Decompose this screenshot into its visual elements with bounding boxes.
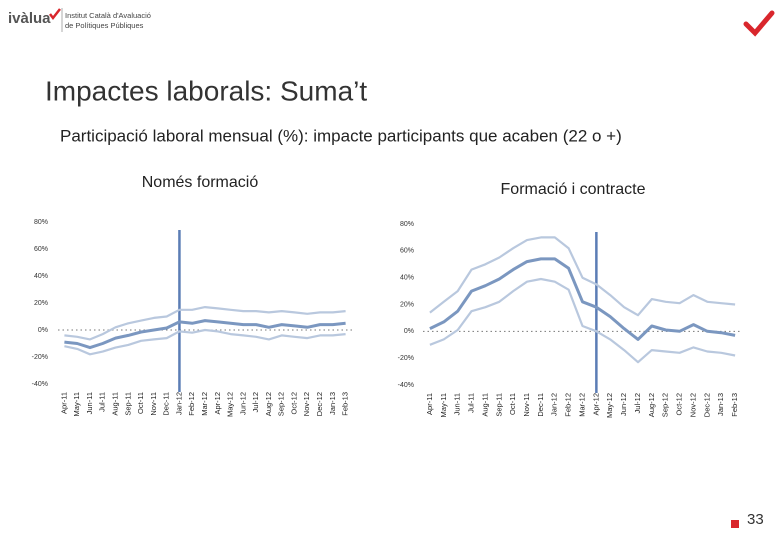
estimate-line: [429, 257, 736, 341]
x-tick-label: Apr-12: [213, 392, 222, 415]
y-tick-label: 60%: [34, 246, 48, 253]
slide-subtitle: Participació laboral mensual (%): impact…: [60, 126, 622, 145]
confidence-line: [429, 277, 736, 364]
chart-title: Només formació: [142, 174, 259, 191]
x-tick-label: Dec-11: [162, 392, 171, 416]
x-tick-label: Mar-12: [200, 392, 209, 416]
logo-check: [49, 8, 61, 21]
chart-title: Formació i contracte: [501, 181, 646, 198]
x-tick-label: Jul-11: [98, 392, 107, 412]
y-tick-label: -40%: [32, 381, 48, 388]
x-tick-label: Aug-11: [111, 392, 120, 416]
x-tick-label: Aug-11: [480, 393, 489, 417]
x-tick-label: Jun-11: [85, 392, 94, 414]
x-tick-label: Oct-11: [508, 393, 517, 415]
x-tick-label: Apr-12: [591, 393, 600, 416]
x-tick-label: Aug-12: [264, 392, 273, 416]
x-tick-label: Sep-11: [494, 393, 503, 417]
x-tick-label: Mar-12: [577, 393, 586, 417]
x-tick-label: Apr-11: [59, 392, 68, 414]
page-icon: [731, 520, 739, 528]
x-tick-label: Sep-11: [123, 392, 132, 416]
confidence-line: [64, 306, 346, 341]
y-tick-label: 0%: [404, 328, 414, 335]
x-tick-label: Aug-12: [647, 393, 656, 417]
y-tick-label: 20%: [400, 301, 414, 308]
y-tick-label: -40%: [398, 382, 414, 389]
x-tick-label: Jan-13: [716, 393, 725, 416]
corner-check: [743, 10, 775, 37]
x-tick-label: Feb-12: [564, 393, 573, 417]
x-tick-label: Nov-12: [688, 393, 697, 417]
slide-title: Impactes laborals: Suma’t: [45, 75, 367, 106]
y-tick-label: 20%: [34, 300, 48, 307]
x-tick-label: Dec-11: [536, 393, 545, 417]
x-tick-label: Jun-12: [238, 392, 247, 415]
x-tick-label: Jan-12: [550, 393, 559, 416]
x-tick-label: Jun-11: [453, 393, 462, 415]
y-tick-label: 60%: [400, 248, 414, 255]
estimate-line: [64, 319, 346, 350]
x-tick-label: Sep-12: [661, 393, 670, 417]
confidence-line: [429, 236, 736, 317]
y-tick-label: 40%: [400, 275, 414, 282]
x-tick-label: Jan-13: [328, 392, 337, 415]
x-tick-label: Jun-12: [619, 393, 628, 416]
x-tick-label: Oct-11: [136, 392, 145, 414]
institute-name: de Polítiques Públiques: [65, 21, 144, 30]
confidence-line: [64, 328, 346, 356]
y-tick-label: 40%: [34, 273, 48, 280]
y-tick-label: 80%: [400, 221, 414, 228]
x-tick-label: May-11: [72, 392, 81, 416]
x-tick-label: May-11: [439, 393, 448, 417]
institute-name: Institut Català d'Avaluació: [65, 11, 151, 20]
x-tick-label: Dec-12: [702, 393, 711, 417]
x-tick-label: Oct-12: [289, 392, 298, 415]
x-tick-label: Jul-11: [467, 393, 476, 413]
x-tick-label: Jan-12: [174, 392, 183, 415]
x-tick-label: Nov-12: [302, 392, 311, 416]
y-tick-label: -20%: [398, 355, 414, 362]
x-tick-label: Nov-11: [522, 393, 531, 417]
x-tick-label: Nov-11: [149, 392, 158, 416]
y-tick-label: -20%: [32, 354, 48, 361]
x-tick-label: Feb-13: [730, 393, 739, 417]
page-number: 33: [747, 511, 764, 528]
y-tick-label: 0%: [38, 327, 48, 334]
x-tick-label: Feb-12: [187, 392, 196, 416]
x-tick-label: May-12: [226, 392, 235, 417]
y-tick-label: 80%: [34, 219, 48, 226]
x-tick-label: Jul-12: [633, 393, 642, 413]
x-tick-label: Dec-12: [315, 392, 324, 416]
logo: ivàlua: [8, 10, 51, 27]
x-tick-label: Oct-12: [675, 393, 684, 416]
x-tick-label: Sep-12: [277, 392, 286, 416]
x-tick-label: May-12: [605, 393, 614, 418]
x-tick-label: Apr-11: [425, 393, 434, 415]
x-tick-label: Jul-12: [251, 392, 260, 412]
x-tick-label: Feb-13: [341, 392, 350, 416]
